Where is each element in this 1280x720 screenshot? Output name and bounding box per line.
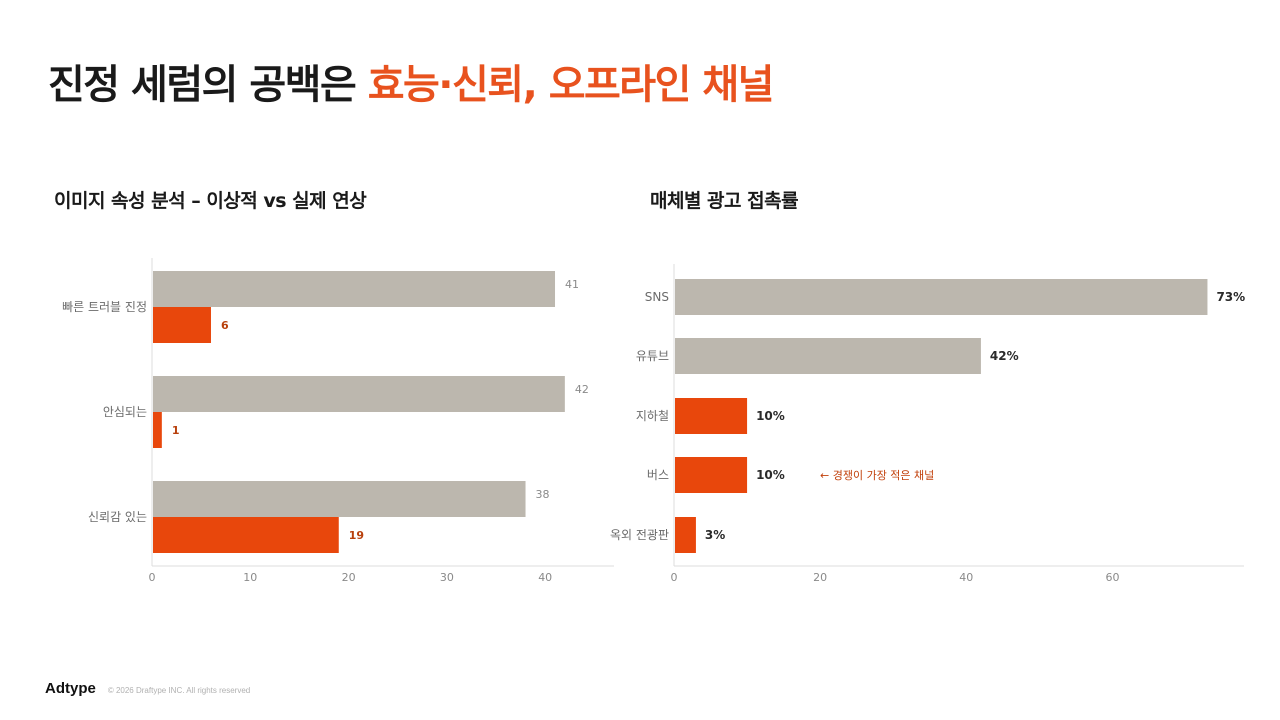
bar	[675, 517, 696, 553]
x-tick-label: 0	[149, 571, 156, 584]
attribute-bar-chart: 0 10 20 30 40 빠른 트러블 진정 41 6 안심되는 42 1 신뢰감 있는 38 19	[62, 258, 614, 584]
value-label-ideal: 38	[536, 488, 550, 501]
x-tick-label: 20	[342, 571, 356, 584]
x-tick-label: 30	[440, 571, 454, 584]
value-label: 10%	[756, 409, 785, 423]
value-label-actual: 19	[349, 529, 364, 542]
bar	[675, 398, 748, 434]
title-accent: 효능·신뢰, 오프라인 채널	[367, 62, 775, 108]
x-tick-label: 40	[959, 571, 973, 584]
category-label: SNS	[645, 290, 669, 304]
value-label: 3%	[705, 528, 725, 542]
category-label: 유튜브	[636, 349, 669, 363]
right-chart-title: 매체별 광고 접촉률	[650, 190, 799, 212]
footer: Adtype © 2026 Draftype INC. All rights r…	[45, 680, 250, 697]
bar	[675, 279, 1208, 315]
category-label: 버스	[647, 468, 669, 482]
bar	[675, 457, 748, 493]
x-tick-label: 10	[243, 571, 257, 584]
category-label: 안심되는	[103, 405, 147, 419]
bar-actual	[153, 517, 339, 553]
x-tick-label: 20	[813, 571, 827, 584]
value-label-ideal: 42	[575, 383, 589, 396]
value-label: 10%	[756, 468, 785, 482]
value-label: 73%	[1216, 290, 1245, 304]
category-label: 옥외 전광판	[610, 528, 669, 542]
bar-actual	[153, 307, 211, 343]
value-label-actual: 6	[221, 319, 229, 332]
bar-ideal	[153, 481, 526, 517]
x-tick-label: 40	[538, 571, 552, 584]
category-label: 지하철	[636, 409, 669, 423]
category-label: 빠른 트러블 진정	[62, 300, 147, 314]
bar	[675, 338, 981, 374]
value-label-ideal: 41	[565, 278, 579, 291]
title-plain: 진정 세럼의 공백은	[48, 62, 368, 108]
value-label: 42%	[990, 349, 1019, 363]
bar-actual	[153, 412, 162, 448]
bar-ideal	[153, 271, 556, 307]
left-chart-title: 이미지 속성 분석 – 이상적 vs 실제 연상	[54, 190, 367, 212]
category-label: 신뢰감 있는	[88, 510, 147, 524]
x-tick-label: 0	[671, 571, 678, 584]
value-label-actual: 1	[172, 424, 180, 437]
x-tick-label: 60	[1105, 571, 1119, 584]
media-bar-chart: 0 20 40 60 SNS 73% 유튜브 42% 지하철 10% 버스 10% ← 경쟁이 가장 적…	[610, 264, 1245, 584]
page-title: 진정 세럼의 공백은 효능·신뢰, 오프라인 채널	[48, 52, 775, 110]
bar-ideal	[153, 376, 565, 412]
copyright-text: © 2026 Draftype INC. All rights reserved	[107, 686, 251, 695]
brand-logo: Adtype	[45, 680, 96, 697]
annotation-label: ← 경쟁이 가장 적은 채널	[820, 469, 934, 482]
